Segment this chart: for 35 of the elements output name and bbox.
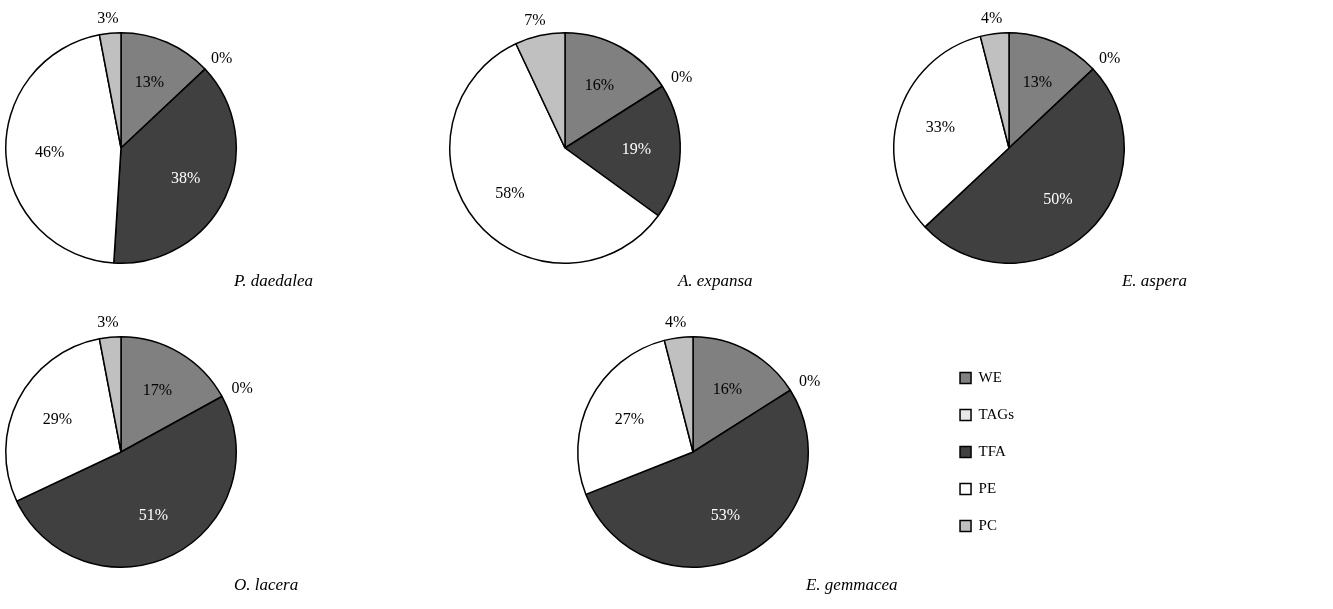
- legend-label: TFA: [978, 442, 1006, 459]
- legend-label: WE: [978, 368, 1002, 385]
- data-label: 13%: [1022, 72, 1053, 90]
- data-label: 33%: [925, 118, 956, 136]
- data-label: 29%: [42, 409, 72, 427]
- text: 0%: [211, 49, 233, 67]
- legend-label: PE: [978, 479, 997, 496]
- text: 0%: [231, 379, 253, 397]
- data-label: 4%: [665, 313, 687, 330]
- data-label: 4%: [981, 9, 1003, 26]
- text: E. gemmacea: [804, 575, 898, 595]
- data-label: 51%: [138, 505, 169, 523]
- data-label: 3%: [97, 8, 119, 26]
- legend-label: PC: [978, 516, 997, 533]
- data-label: 17%: [142, 380, 173, 398]
- text: O. lacera: [233, 575, 299, 595]
- text: E. aspera: [1120, 271, 1188, 291]
- data-label: 7%: [524, 11, 546, 29]
- data-label: 38%: [170, 168, 201, 186]
- data-label: 50%: [1043, 190, 1073, 208]
- data-label: 46%: [35, 142, 65, 160]
- legend-label: TAGs: [978, 405, 1015, 422]
- data-label: 58%: [495, 183, 525, 201]
- data-label: 19%: [621, 140, 652, 158]
- text: 0%: [671, 68, 693, 86]
- data-label: 53%: [710, 505, 741, 523]
- text: 0%: [799, 372, 821, 390]
- text: P. daedalea: [232, 271, 313, 291]
- data-label: 3%: [97, 312, 119, 330]
- text: 0%: [1099, 49, 1121, 67]
- data-label: 16%: [584, 75, 615, 93]
- text: A. expansa: [676, 271, 753, 291]
- data-label: 13%: [134, 72, 165, 90]
- data-label: 16%: [712, 379, 743, 397]
- data-label: 27%: [614, 409, 645, 427]
